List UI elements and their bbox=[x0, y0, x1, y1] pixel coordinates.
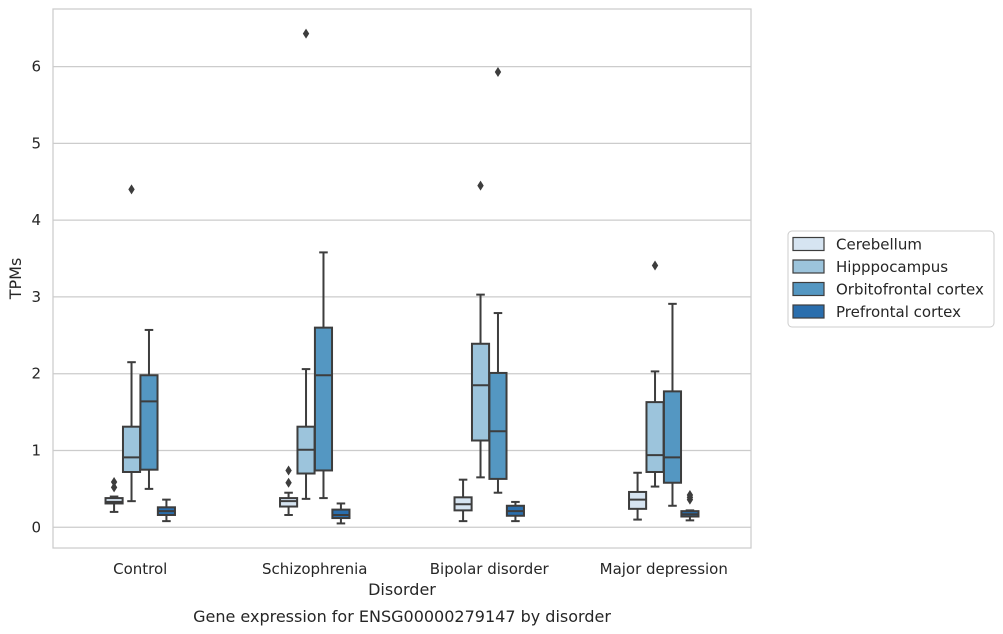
outlier-point bbox=[477, 180, 484, 191]
x-tick-label: Control bbox=[113, 560, 167, 578]
box-2-0 bbox=[139, 328, 159, 490]
legend-label: Prefrontal cortex bbox=[836, 303, 961, 321]
outlier-point bbox=[302, 28, 310, 39]
box-body bbox=[313, 326, 334, 472]
box-1-1 bbox=[296, 28, 316, 500]
outlier-point bbox=[110, 482, 118, 493]
legend-label: Orbitofrontal cortex bbox=[836, 281, 984, 299]
box-0-2 bbox=[453, 478, 473, 523]
box-body bbox=[279, 497, 299, 508]
box-3-3 bbox=[680, 490, 700, 522]
x-tick-label: Bipolar disorder bbox=[430, 560, 550, 578]
legend-swatch bbox=[792, 259, 825, 274]
box-body bbox=[645, 401, 665, 473]
box-body bbox=[488, 371, 508, 480]
outlier-point bbox=[651, 260, 659, 271]
x-tick-label: Schizophrenia bbox=[262, 560, 367, 578]
box-2-1 bbox=[313, 251, 334, 500]
box-1-0 bbox=[121, 184, 142, 503]
box-body bbox=[121, 425, 142, 473]
plot-frame bbox=[52, 8, 752, 549]
box-0-1 bbox=[279, 465, 299, 516]
y-tick-label: 4 bbox=[31, 211, 41, 229]
box-3-2 bbox=[505, 500, 525, 523]
chart-caption: Gene expression for ENSG00000279147 by d… bbox=[193, 607, 611, 626]
legend: Cerebellum Hipppocampus Orbitofrontal cort… bbox=[787, 230, 995, 328]
box-1-2 bbox=[470, 180, 491, 479]
outlier-point bbox=[285, 477, 292, 488]
box-body bbox=[331, 508, 351, 520]
outlier-point bbox=[285, 465, 292, 476]
outlier-point bbox=[494, 66, 502, 77]
box-3-0 bbox=[156, 498, 176, 523]
legend-swatch bbox=[792, 304, 825, 319]
outlier-point bbox=[686, 490, 694, 501]
x-axis-title: Disorder bbox=[368, 580, 436, 599]
y-axis-title: TPMs bbox=[6, 258, 25, 301]
box-0-0 bbox=[104, 476, 124, 513]
box-body bbox=[662, 390, 683, 484]
legend-swatch bbox=[792, 236, 825, 252]
legend-frame bbox=[787, 230, 995, 328]
legend-swatch bbox=[792, 281, 825, 297]
y-tick-label: 5 bbox=[31, 134, 41, 152]
box-0-3 bbox=[628, 471, 648, 521]
outlier-point bbox=[128, 184, 135, 195]
legend-label: Hipppocampus bbox=[836, 258, 948, 276]
y-tick-label: 2 bbox=[31, 365, 41, 383]
box-body bbox=[104, 497, 124, 505]
box-2-3 bbox=[662, 302, 683, 507]
box-body bbox=[139, 374, 159, 471]
legend-label: Cerebellum bbox=[836, 236, 922, 254]
y-tick-label: 6 bbox=[31, 58, 41, 76]
outlier-point bbox=[110, 476, 118, 487]
box-2-2 bbox=[488, 66, 508, 494]
box-body bbox=[470, 342, 491, 442]
box-3-1 bbox=[331, 502, 351, 525]
y-tick-label: 0 bbox=[31, 518, 41, 536]
y-tick-label: 1 bbox=[31, 441, 41, 459]
x-tick-label: Major depression bbox=[600, 560, 728, 578]
y-tick-label: 3 bbox=[31, 288, 41, 306]
